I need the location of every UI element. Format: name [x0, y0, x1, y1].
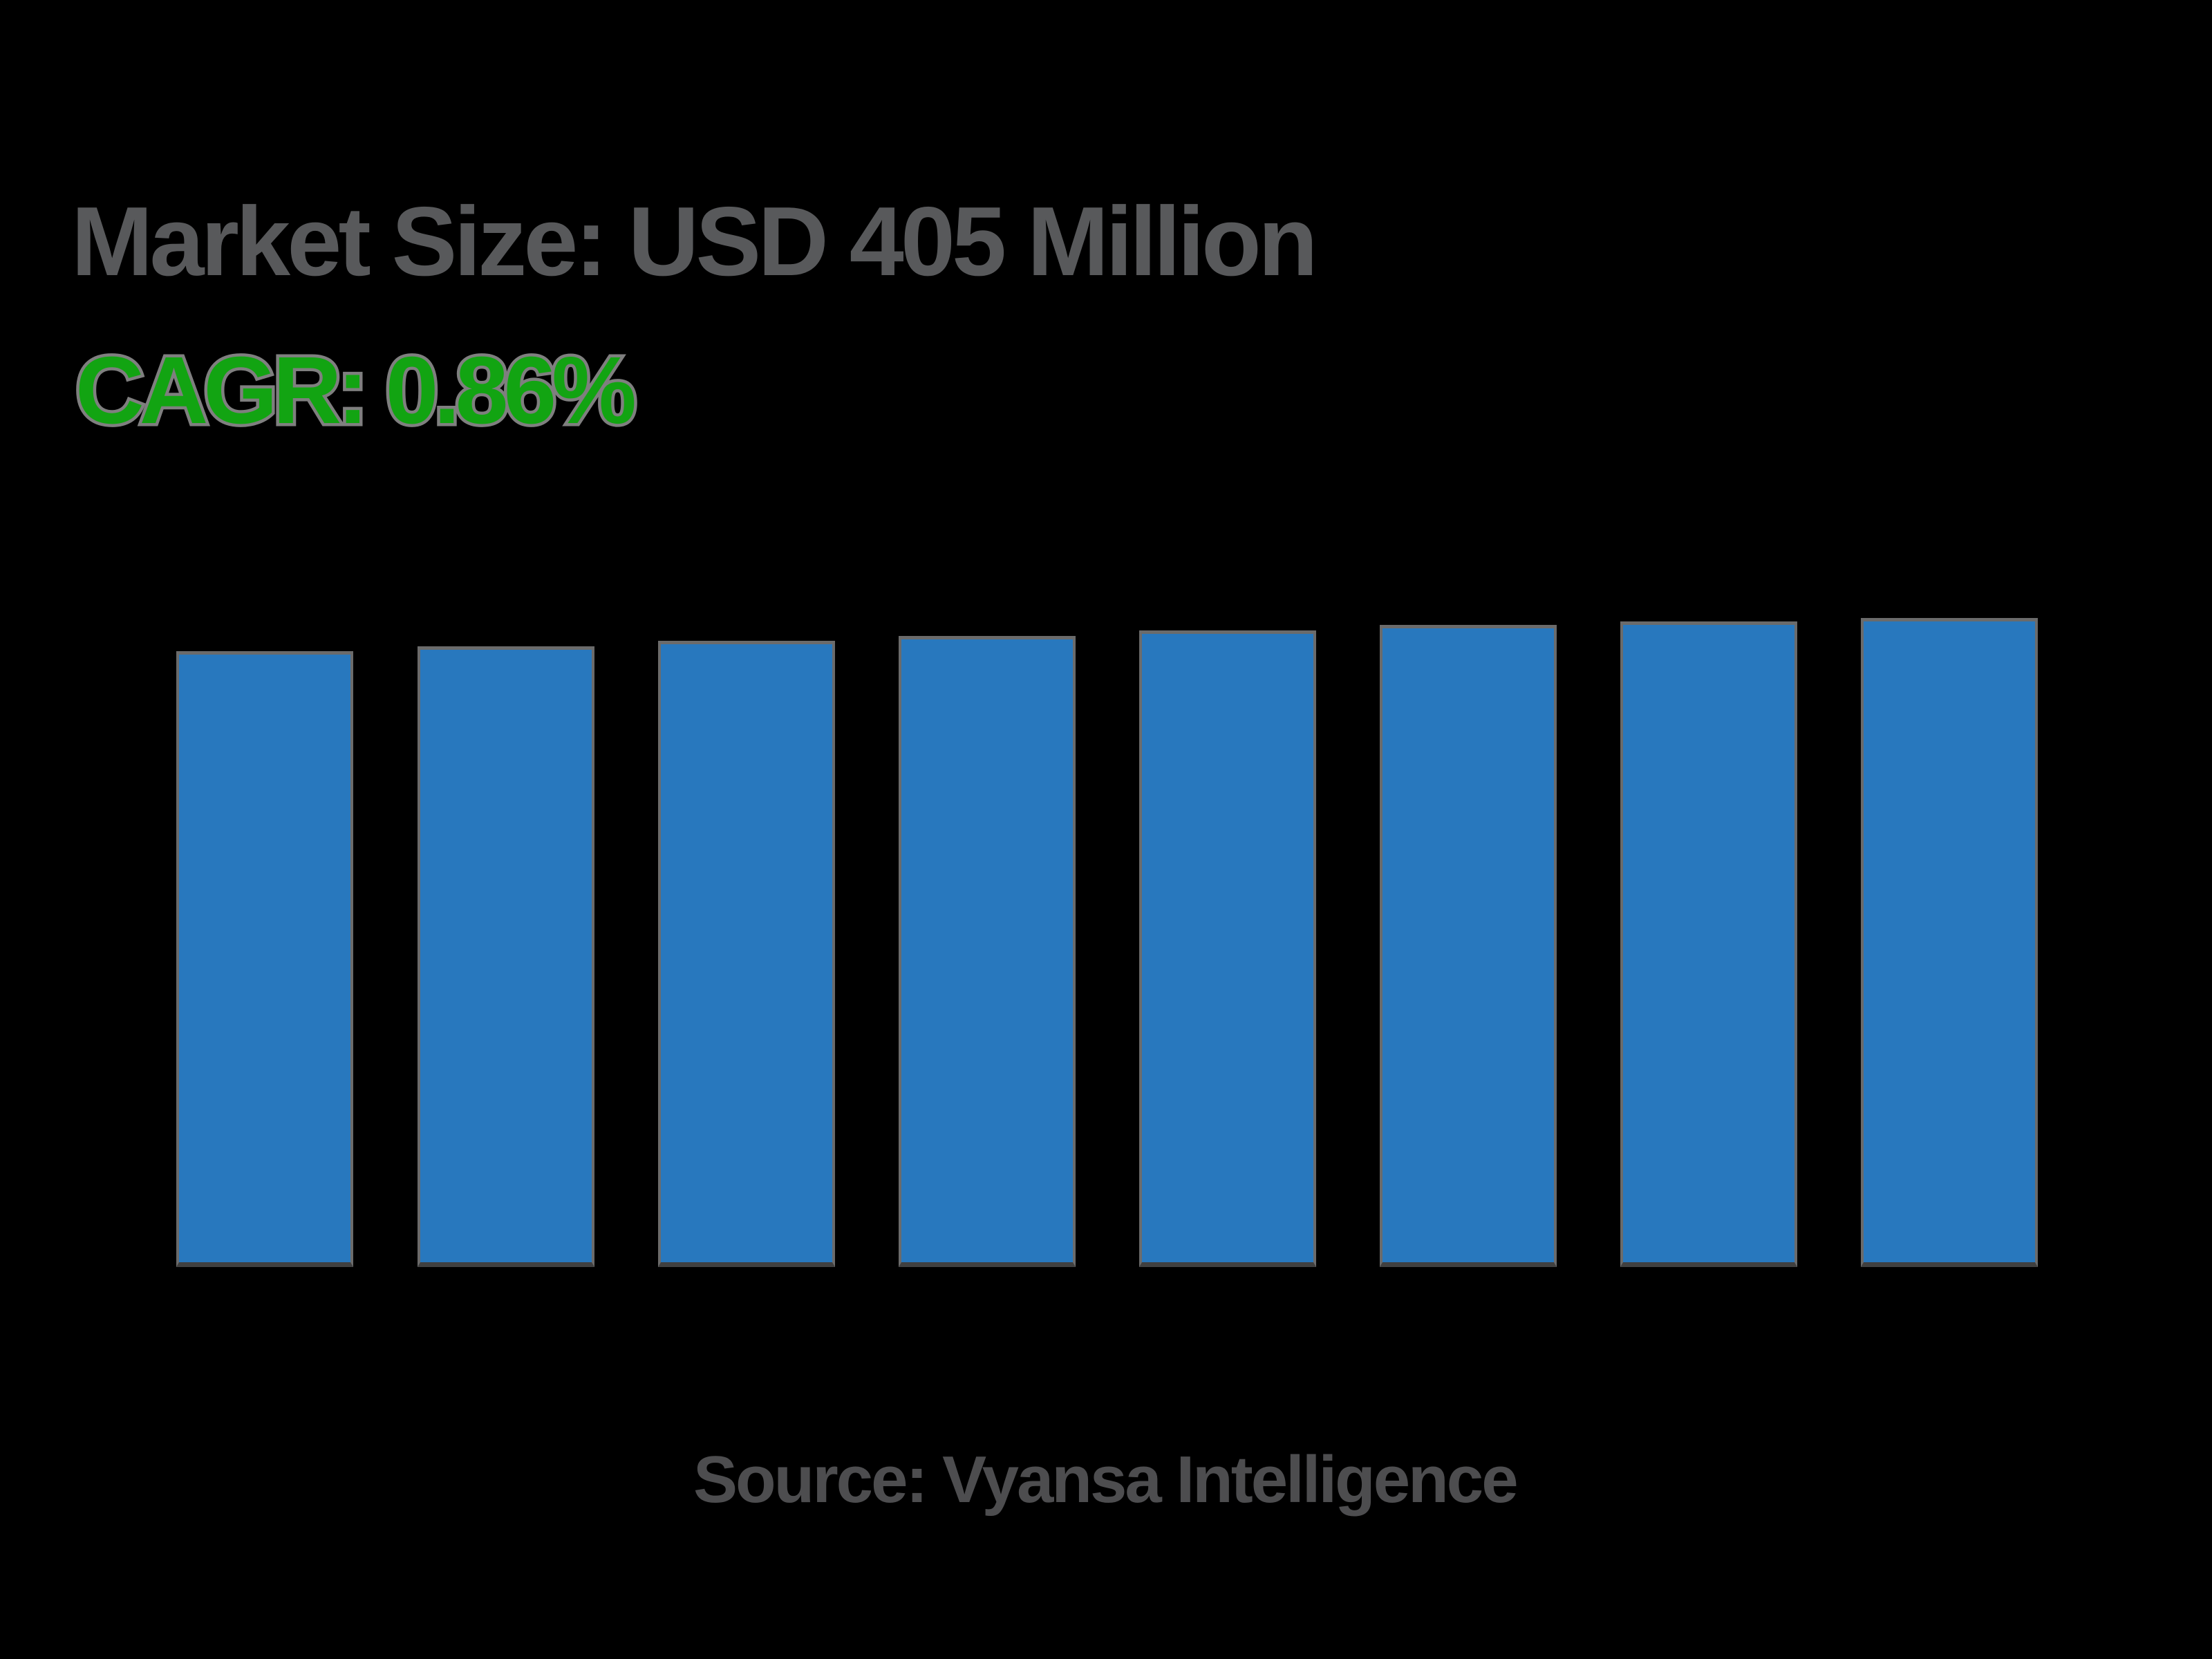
svg-text:CAGR: 0.86%: CAGR: 0.86% — [75, 337, 635, 444]
